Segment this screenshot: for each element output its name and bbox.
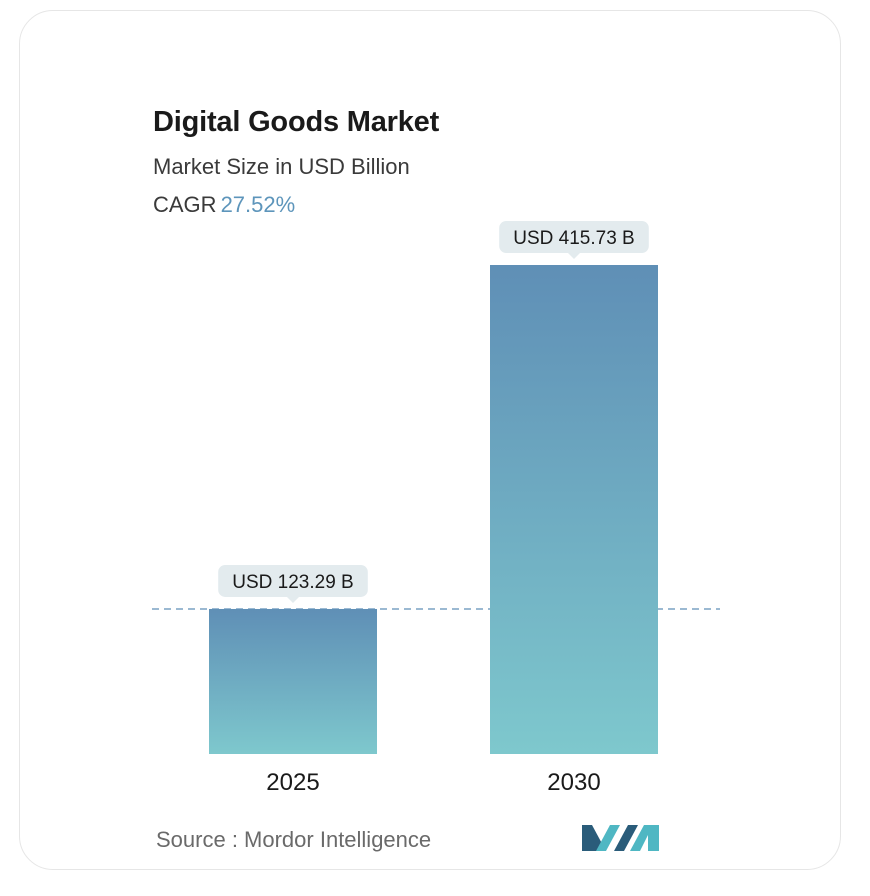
- data-label-pointer: [568, 253, 580, 259]
- data-label-callout: [218, 564, 368, 597]
- cagr-label: CAGR: [153, 192, 217, 217]
- source-text: Source : Mordor Intelligence: [156, 827, 432, 852]
- category-label: 2025: [266, 769, 319, 796]
- bar-2030: [490, 265, 658, 754]
- chart-title: Digital Goods Market: [153, 106, 440, 138]
- mordor-intelligence-logo-icon: [582, 825, 659, 851]
- cagr-line: CAGR 27.52%: [153, 192, 295, 218]
- data-label: USD 415.73 B: [513, 228, 634, 249]
- chart-subtitle: Market Size in USD Billion: [153, 154, 410, 179]
- chart-card: [19, 10, 841, 870]
- cagr-value: 27.52%: [220, 192, 296, 217]
- data-label-callout: [499, 221, 649, 253]
- data-label: USD 123.29 B: [232, 572, 353, 593]
- category-label: 2030: [547, 769, 600, 796]
- bar-2025: [209, 608, 377, 754]
- data-label-pointer: [287, 596, 299, 603]
